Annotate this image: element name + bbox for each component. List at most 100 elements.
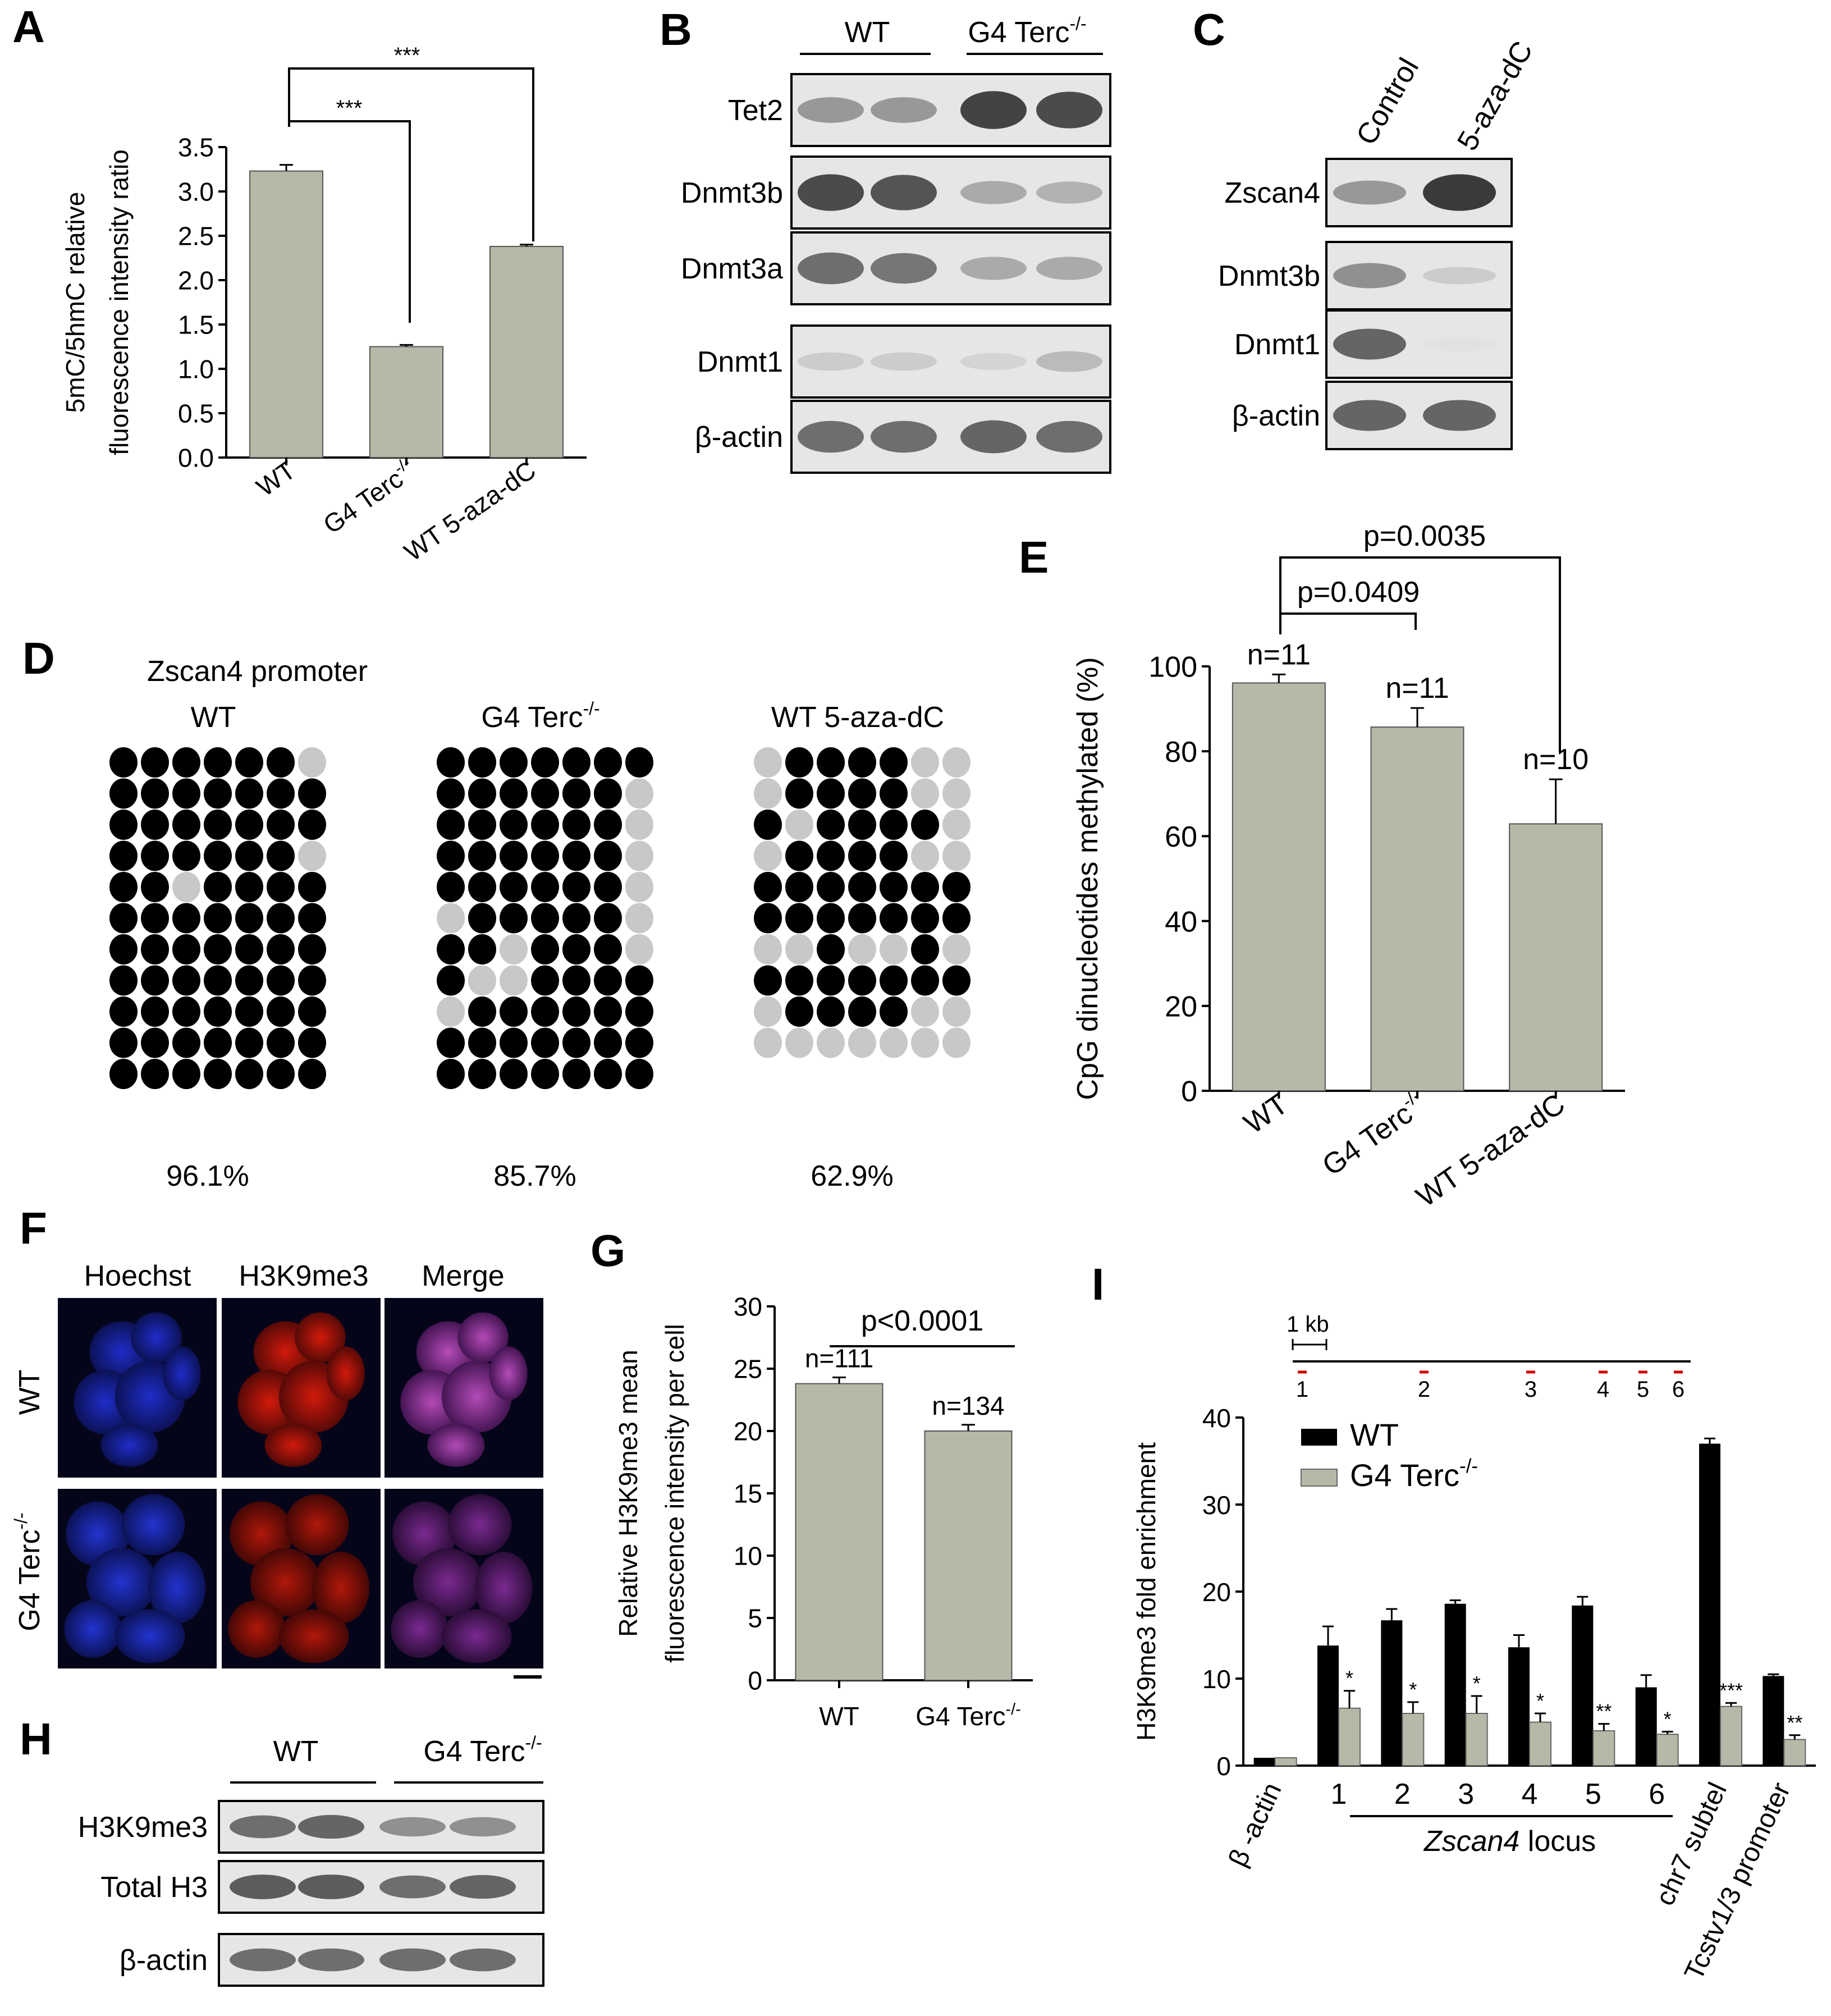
cpg-methylated (625, 996, 653, 1027)
bar (1529, 1721, 1551, 1766)
blot-band (450, 1948, 516, 1972)
zscan4-locus-label: Zscan4 locus (1423, 1825, 1596, 1858)
nucleus (391, 1600, 448, 1658)
cpg-methylated (754, 903, 782, 934)
y-tick-label: 25 (734, 1355, 762, 1384)
cpg-unmethylated (880, 934, 908, 964)
blot-band (1036, 92, 1102, 129)
cpg-methylated (267, 810, 295, 840)
cpg-methylated (437, 1059, 465, 1089)
y-tick-label: 0.5 (178, 399, 214, 428)
cpg-methylated (817, 747, 845, 778)
cpg-methylated (754, 810, 782, 840)
blot-row-label: β-actin (120, 1944, 208, 1977)
panel-b: B WT G4 Terc-/- Tet2 Dnmt3b Dnmt3a Dnmt1 β-a… (660, 4, 1111, 474)
bracket-wt-g4 (288, 120, 411, 323)
cpg-methylated (172, 1059, 200, 1089)
bar (1402, 1713, 1425, 1766)
nucleus (448, 1494, 512, 1556)
cpg-methylated (848, 903, 876, 934)
cpg-methylated (880, 965, 908, 996)
blot-band (1333, 400, 1406, 431)
blot-band (1036, 181, 1102, 204)
panel-letter-a: A (12, 2, 45, 52)
bar (795, 1383, 884, 1681)
group-label: WT 5-aza-dC (771, 701, 944, 734)
cpg-unmethylated (500, 965, 528, 996)
blot-band (1423, 337, 1496, 351)
nucleus (427, 1424, 485, 1467)
cpg-methylated (594, 1059, 622, 1089)
cpg-methylated (500, 1027, 528, 1058)
panel-letter-c: C (1193, 4, 1225, 54)
bar (1381, 1620, 1403, 1766)
cpg-methylated (109, 747, 138, 778)
scale-bar-1kb (1292, 1339, 1328, 1350)
nucleus (413, 1548, 483, 1617)
nucleus (131, 1312, 182, 1363)
cpg-unmethylated (785, 810, 813, 840)
cpg-methylated (531, 934, 559, 964)
methylation-percent: 85.7% (493, 1160, 576, 1192)
cpg-unmethylated (942, 778, 971, 809)
panel-letter-h: H (20, 1714, 52, 1764)
cpg-methylated (172, 840, 200, 871)
bar (369, 346, 443, 458)
bar (1508, 1647, 1530, 1766)
cpg-unmethylated (942, 747, 971, 778)
cpg-unmethylated (754, 934, 782, 964)
cpg-methylated (500, 778, 528, 809)
cpg-methylated (172, 996, 200, 1027)
panel-letter-d: D (22, 633, 55, 683)
cpg-methylated (141, 810, 169, 840)
cpg-methylated (817, 903, 845, 934)
cpg-methylated (437, 810, 465, 840)
cpg-methylated (468, 747, 496, 778)
cpg-methylated (141, 1027, 169, 1058)
panel-letter-f: F (20, 1203, 47, 1253)
western-blot-b: Tet2 Dnmt3b Dnmt3a Dnmt1 β-actin (681, 73, 1111, 474)
lane-label-5aza: 5-aza-dC (1451, 36, 1539, 156)
sig-label-a1: *** (394, 43, 420, 68)
bar (489, 245, 564, 458)
cpg-unmethylated (298, 747, 326, 778)
cpg-methylated (298, 778, 326, 809)
cpg-methylated (625, 1059, 653, 1089)
cpg-methylated (235, 872, 263, 902)
blot-band (798, 252, 864, 285)
cpg-unmethylated (942, 810, 971, 840)
blot-band (379, 1875, 446, 1899)
cpg-methylated (880, 747, 908, 778)
microscopy-tile (58, 1298, 217, 1478)
sig-marker: * (1473, 1672, 1481, 1695)
y-tick-label: 20 (734, 1417, 762, 1446)
y-tick-label: 3.5 (178, 133, 214, 162)
bar (924, 1430, 1013, 1681)
cpg-methylated (785, 840, 813, 871)
cpg-methylated (562, 747, 591, 778)
blot-band (1036, 257, 1102, 280)
group-label-g4-h: G4 Terc-/- (423, 1732, 542, 1768)
panel-letter-e: E (1019, 532, 1049, 582)
cpg-methylated (817, 996, 845, 1027)
cpg-methylated (141, 965, 169, 996)
sig-marker: * (1664, 1708, 1672, 1731)
n-label: n=11 (1247, 638, 1311, 671)
n-label: n=10 (1523, 743, 1589, 776)
cpg-methylated (594, 778, 622, 809)
blot-band (960, 420, 1027, 454)
bar (1465, 1713, 1488, 1766)
cpg-unmethylated (754, 840, 782, 871)
cpg-unmethylated (848, 1027, 876, 1058)
cpg-unmethylated (942, 996, 971, 1027)
cpg-methylated (109, 996, 138, 1027)
cpg-methylated (942, 903, 971, 934)
y-axis-label: fluorescence intensity per cell (660, 1324, 689, 1662)
cpg-unmethylated (625, 840, 653, 871)
blot-band (871, 420, 937, 453)
bar (1635, 1687, 1657, 1766)
group-label: G4 Terc-/- (481, 698, 599, 734)
blot-row-label: Total H3 (100, 1871, 208, 1904)
bar (1720, 1706, 1742, 1767)
